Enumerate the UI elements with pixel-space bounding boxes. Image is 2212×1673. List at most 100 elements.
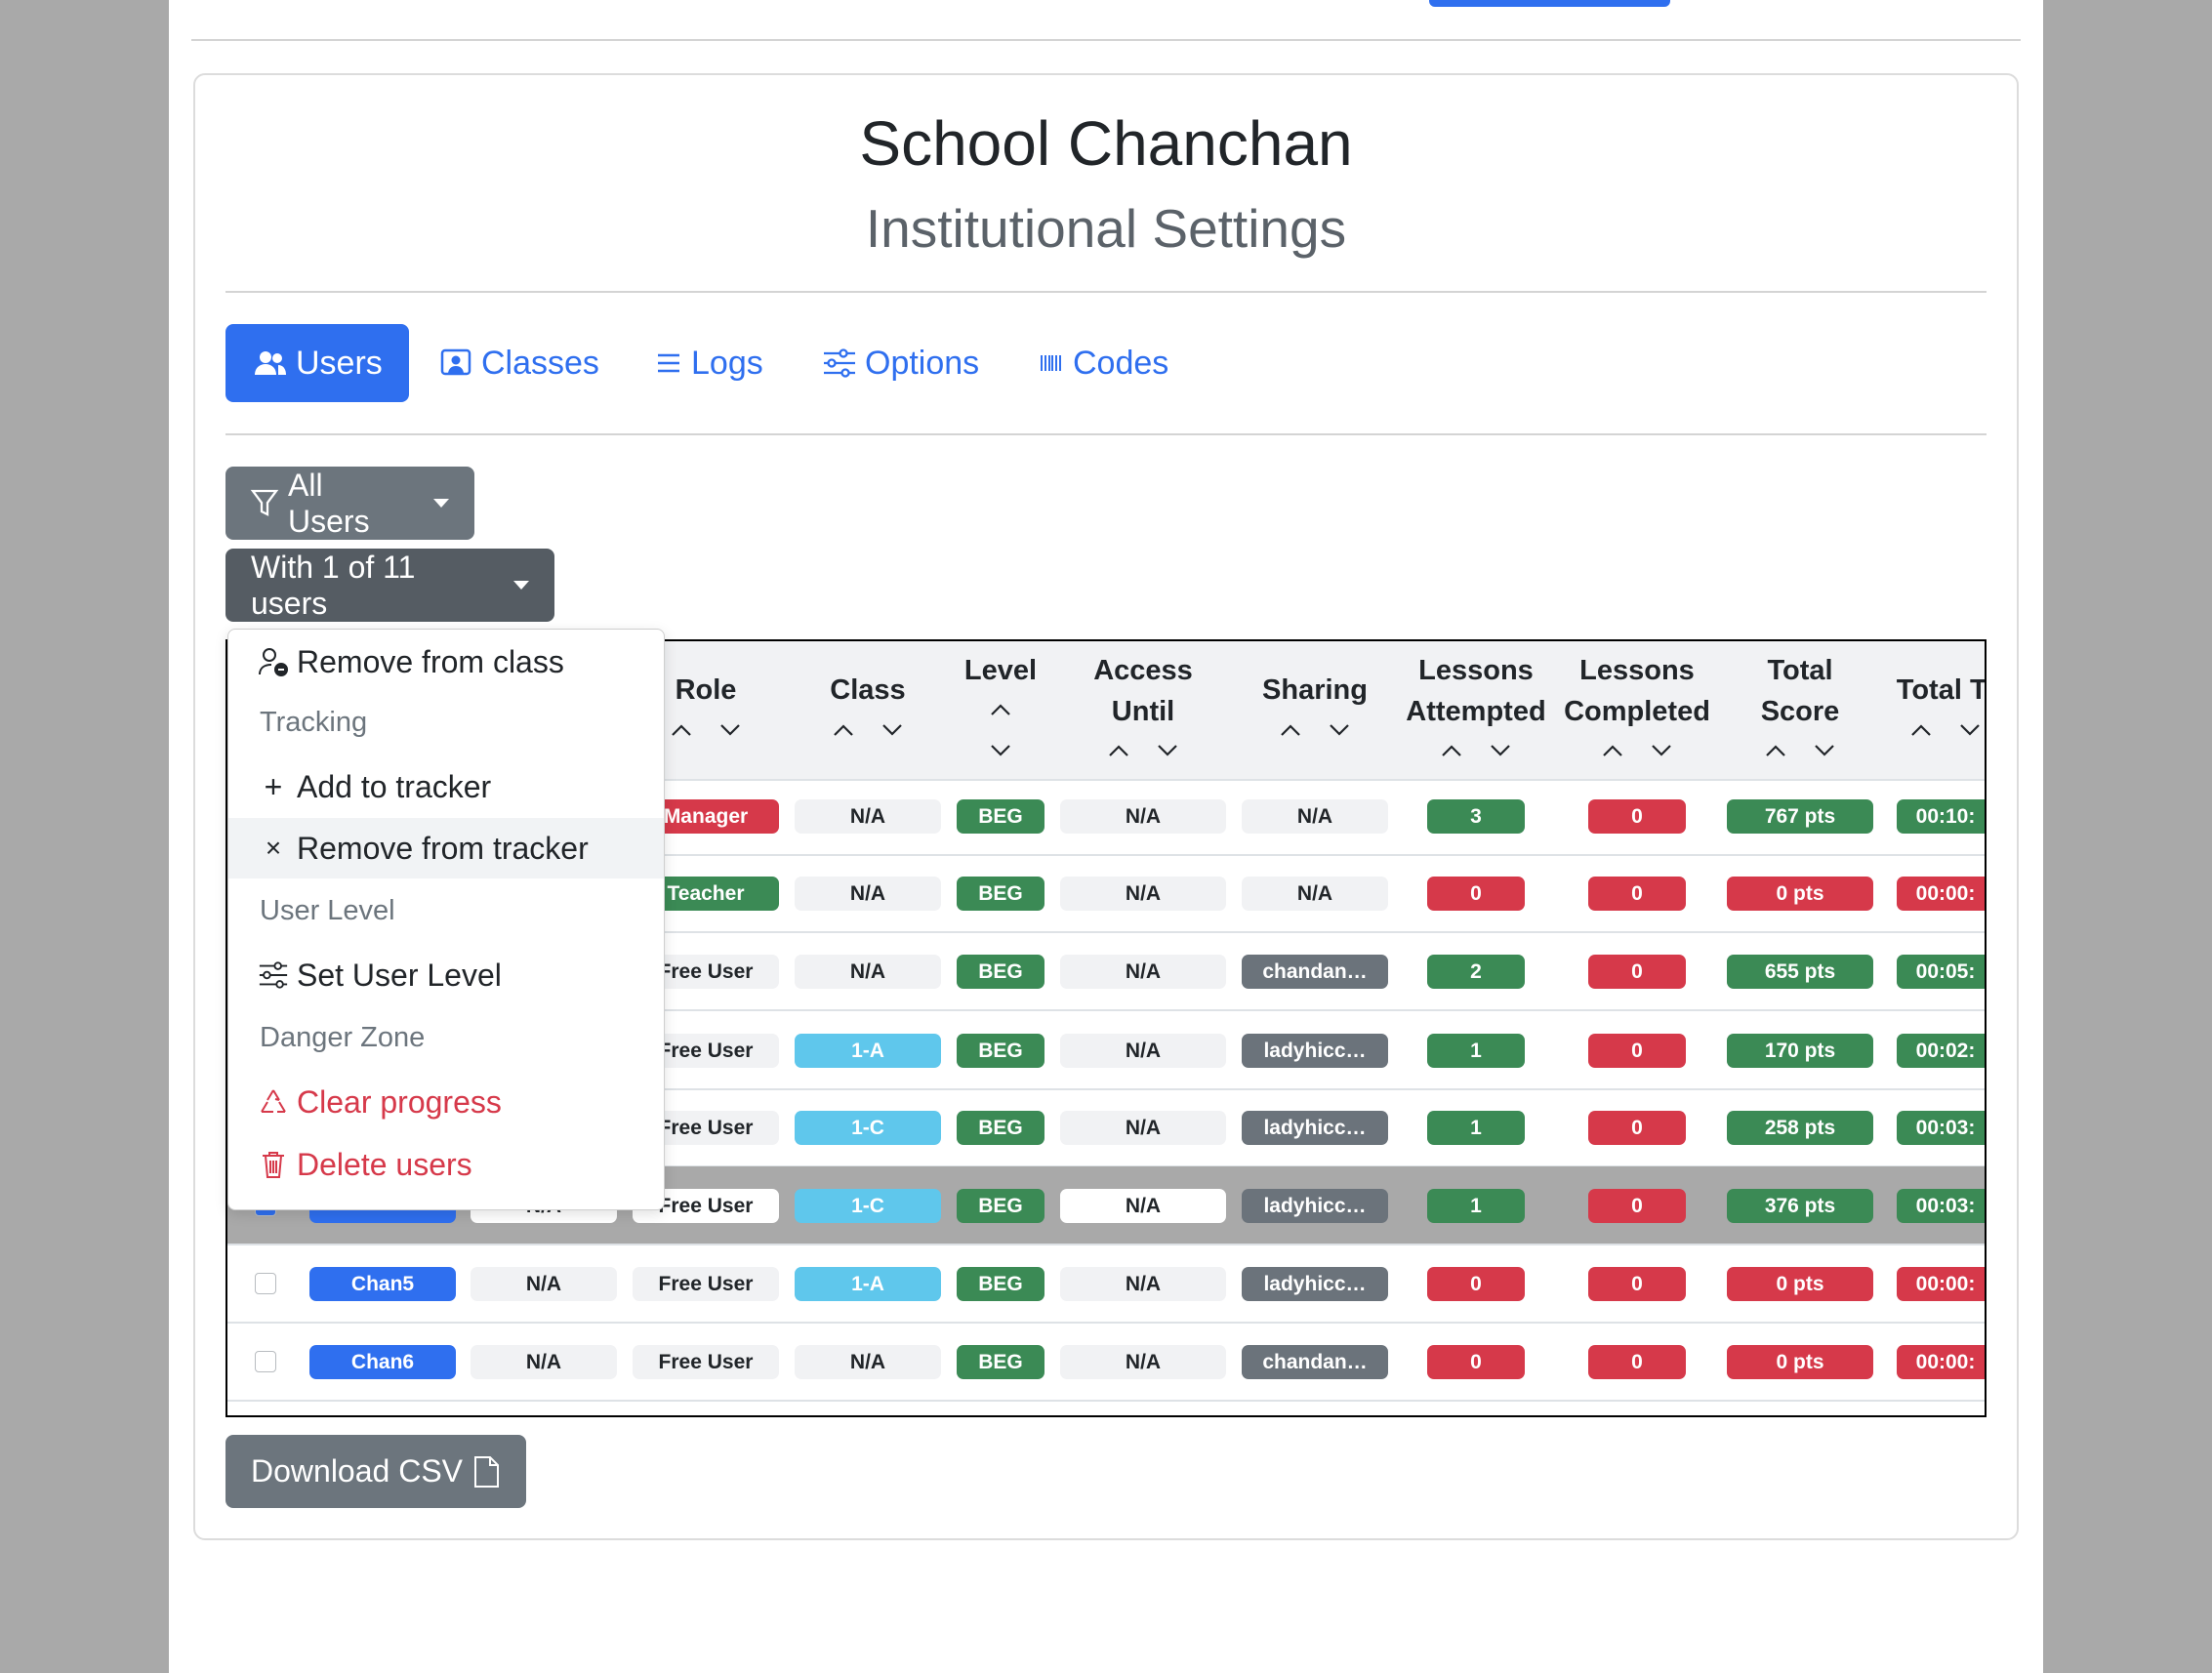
- top-button[interactable]: [1429, 0, 1670, 7]
- cell-badge[interactable]: Chan6: [309, 1345, 456, 1379]
- menu-item[interactable]: + Add to tracker: [228, 756, 664, 817]
- row-checkbox[interactable]: [255, 1273, 276, 1294]
- menu-header: Tracking: [260, 707, 368, 738]
- column-header: Level: [963, 655, 1038, 686]
- sort-up[interactable]: [1765, 744, 1786, 757]
- sort-down[interactable]: [1959, 723, 1981, 737]
- cell-badge: 767 pts: [1727, 799, 1873, 834]
- cell-badge: 0: [1588, 1267, 1686, 1301]
- row-divider: [227, 1244, 1985, 1245]
- row-divider: [227, 1322, 1985, 1324]
- filter-icon: [250, 489, 279, 516]
- cell-badge: 00:02:: [1897, 1034, 1985, 1068]
- button-label: Download CSV: [251, 1453, 463, 1489]
- sort-up[interactable]: [990, 703, 1011, 716]
- menu-label: Set User Level: [297, 957, 502, 993]
- sort-down[interactable]: [990, 744, 1011, 757]
- divider: [225, 291, 1987, 293]
- cell-badge: N/A: [1060, 877, 1226, 911]
- tab-label: Logs: [691, 344, 763, 382]
- cell-badge: ladyhicc…: [1242, 1034, 1388, 1068]
- tab-codes[interactable]: Codes: [1010, 324, 1198, 402]
- sort-up[interactable]: [833, 723, 854, 737]
- sort-down[interactable]: [719, 723, 741, 737]
- row-checkbox[interactable]: [255, 1351, 276, 1372]
- caret: [513, 581, 529, 590]
- tab-classes[interactable]: Classes: [411, 324, 629, 402]
- cell-badge: N/A: [795, 955, 941, 989]
- cell-badge: 00:03:: [1897, 1189, 1985, 1223]
- cell-badge: N/A: [1060, 1345, 1226, 1379]
- sort-down[interactable]: [1329, 723, 1350, 737]
- cell-badge: N/A: [471, 1345, 617, 1379]
- sort-up[interactable]: [1108, 744, 1129, 757]
- cell-badge: N/A: [1060, 1267, 1226, 1301]
- cell-badge: 1: [1427, 1111, 1525, 1145]
- download-button[interactable]: Download CSV: [225, 1435, 526, 1508]
- cell-badge: BEG: [957, 1111, 1045, 1145]
- recycle-icon: [261, 1089, 286, 1113]
- sort-down[interactable]: [1490, 744, 1511, 757]
- cell-badge: 3: [1427, 799, 1525, 834]
- sort-up[interactable]: [1910, 723, 1932, 737]
- cell-badge: 2: [1427, 955, 1525, 989]
- codes-icon: [1041, 355, 1061, 371]
- cell-badge: ladyhicc…: [1242, 1189, 1388, 1223]
- tab-label: Codes: [1073, 344, 1169, 382]
- options-icon: [824, 348, 855, 378]
- column-header: Total Ti: [1896, 674, 1987, 706]
- sort-down[interactable]: [1157, 744, 1178, 757]
- tab-label: Classes: [481, 344, 599, 382]
- classes-icon: [440, 348, 471, 376]
- cell-badge: 258 pts: [1727, 1111, 1873, 1145]
- sort-up[interactable]: [1441, 744, 1462, 757]
- cell-badge: N/A: [1060, 1189, 1226, 1223]
- cell-badge: Manager: [633, 799, 779, 834]
- cell-badge: N/A: [1242, 877, 1388, 911]
- cell-badge: 1-C: [795, 1189, 941, 1223]
- row-divider: [227, 1009, 1985, 1011]
- menu-item[interactable]: × Remove from tracker: [228, 818, 664, 878]
- cell-badge[interactable]: Chan5: [309, 1267, 456, 1301]
- button-label: All Users: [288, 467, 370, 539]
- sort-down[interactable]: [1651, 744, 1672, 757]
- cell-badge: BEG: [957, 799, 1045, 834]
- menu-header: User Level: [260, 895, 395, 926]
- menu-item[interactable]: Clear progress: [228, 1072, 664, 1132]
- cell-badge: N/A: [1060, 955, 1226, 989]
- cell-badge: 0: [1588, 877, 1686, 911]
- tab-options[interactable]: Options: [793, 324, 1008, 402]
- cell-badge: 170 pts: [1727, 1034, 1873, 1068]
- cell-badge: chandan…: [1242, 1345, 1388, 1379]
- sort-up[interactable]: [1280, 723, 1301, 737]
- menu-header: Danger Zone: [260, 1022, 426, 1053]
- cell-badge: 0: [1427, 877, 1525, 911]
- cell-badge: BEG: [957, 1189, 1045, 1223]
- cell-badge: 00:10:: [1897, 799, 1985, 834]
- cell-badge: 0: [1427, 1345, 1525, 1379]
- menu-item[interactable]: Delete users: [228, 1134, 664, 1195]
- row-divider: [227, 854, 1985, 856]
- subtitle: Institutional Settings: [865, 198, 1347, 259]
- cell-badge: BEG: [957, 1267, 1045, 1301]
- remove-class-icon: [259, 648, 288, 676]
- row-divider: [227, 1165, 1985, 1167]
- column-header: Class: [830, 674, 906, 706]
- menu-item[interactable]: Remove from class: [228, 632, 664, 692]
- menu-item[interactable]: Set User Level: [228, 945, 664, 1005]
- tab-logs[interactable]: Logs: [627, 324, 793, 402]
- action-button[interactable]: With 1 of 11 users: [225, 549, 554, 622]
- sort-down[interactable]: [1814, 744, 1835, 757]
- filter-button[interactable]: All Users: [225, 467, 474, 540]
- cell-badge: 00:05:: [1897, 955, 1985, 989]
- sort-up[interactable]: [671, 723, 692, 737]
- menu-label: Clear progress: [297, 1083, 502, 1120]
- cell-badge: 0: [1588, 955, 1686, 989]
- cell-badge: N/A: [1060, 1111, 1226, 1145]
- sort-up[interactable]: [1602, 744, 1623, 757]
- action-menu: Remove from class Tracking + Add to track…: [227, 629, 665, 1210]
- button-label: With 1 of 11 users: [251, 549, 416, 621]
- cell-badge: Free User: [633, 1345, 779, 1379]
- sort-down[interactable]: [881, 723, 903, 737]
- tab-users[interactable]: Users: [225, 324, 409, 402]
